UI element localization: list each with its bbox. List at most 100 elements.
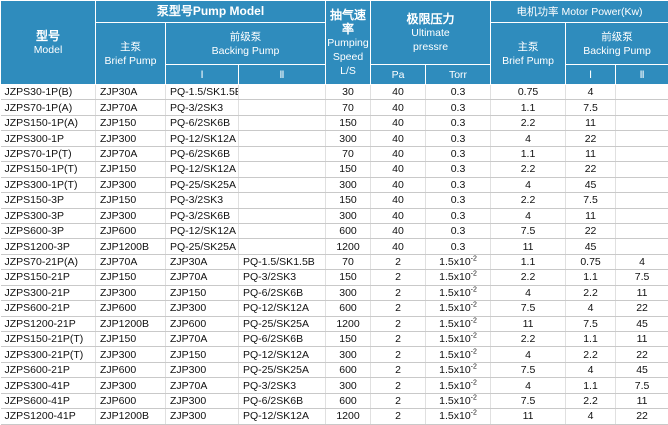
table-cell: 2.2 bbox=[491, 115, 566, 130]
table-cell: JZPS600-21P bbox=[1, 362, 96, 377]
header-text: 型号 bbox=[1, 29, 95, 43]
table-cell bbox=[616, 208, 668, 223]
table-cell: 45 bbox=[616, 362, 668, 377]
cell-text: 1.5x10 bbox=[439, 333, 471, 345]
table-cell: JZPS300-21P(T) bbox=[1, 347, 96, 362]
table-cell: JZPS70-1P(T) bbox=[1, 146, 96, 161]
table-cell: JZPS150-1P(T) bbox=[1, 162, 96, 177]
table-cell: ZJP70A bbox=[166, 270, 239, 285]
table-cell: 2 bbox=[371, 254, 426, 269]
table-cell: 7.5 bbox=[491, 301, 566, 316]
table-cell: 300 bbox=[326, 208, 371, 223]
table-cell: ZJP600 bbox=[96, 301, 166, 316]
table-cell: 4 bbox=[491, 285, 566, 300]
table-cell: 150 bbox=[326, 332, 371, 347]
table-cell: JZPS150-1P(A) bbox=[1, 115, 96, 130]
table-cell: 1.5x10-2 bbox=[426, 270, 491, 285]
table-cell: 7.5 bbox=[566, 100, 616, 115]
table-cell: JZPS1200-3P bbox=[1, 239, 96, 254]
table-cell: 2.2 bbox=[566, 347, 616, 362]
table-cell: ZJP150 bbox=[96, 115, 166, 130]
table-cell bbox=[616, 85, 668, 100]
table-cell bbox=[616, 115, 668, 130]
table-cell: 1.5x10-2 bbox=[426, 378, 491, 393]
table-cell: 300 bbox=[326, 347, 371, 362]
table-cell: 11 bbox=[566, 146, 616, 161]
table-cell: 2.2 bbox=[566, 393, 616, 408]
header-text: 电机功率 Motor Power(Kw) bbox=[517, 6, 643, 18]
table-cell: 0.75 bbox=[566, 254, 616, 269]
table-cell: 11 bbox=[491, 409, 566, 424]
table-cell: ZJP1200B bbox=[96, 239, 166, 254]
table-cell: PQ-1.5/SK1.5B bbox=[239, 254, 326, 269]
table-cell bbox=[616, 239, 668, 254]
table-cell: ZJP300 bbox=[96, 131, 166, 146]
table-cell: 0.75 bbox=[491, 85, 566, 100]
table-cell: 1.1 bbox=[491, 254, 566, 269]
table-cell: 1.1 bbox=[566, 378, 616, 393]
table-cell: PQ-6/2SK6B bbox=[166, 115, 239, 130]
table-cell bbox=[239, 100, 326, 115]
cell-exponent: -2 bbox=[471, 271, 477, 278]
header-cell: Torr bbox=[426, 65, 491, 85]
cell-exponent: -2 bbox=[471, 394, 477, 401]
table-cell: 600 bbox=[326, 223, 371, 238]
table-cell: 11 bbox=[566, 208, 616, 223]
table-cell: ZJP150 bbox=[96, 270, 166, 285]
table-cell: PQ-3/2SK3 bbox=[166, 100, 239, 115]
table-cell: 1.5x10-2 bbox=[426, 332, 491, 347]
table-cell: 0.3 bbox=[426, 85, 491, 100]
table-cell: 2 bbox=[371, 362, 426, 377]
table-cell: 7.5 bbox=[491, 223, 566, 238]
table-cell: 0.3 bbox=[426, 100, 491, 115]
header-cell: 电机功率 Motor Power(Kw) bbox=[491, 1, 668, 23]
table-cell: 1.5x10-2 bbox=[426, 362, 491, 377]
table-cell: ZJP300 bbox=[96, 208, 166, 223]
table-cell: 7.5 bbox=[566, 193, 616, 208]
table-cell: ZJP1200B bbox=[96, 409, 166, 424]
table-cell: PQ-3/2SK3 bbox=[166, 193, 239, 208]
table-cell: 4 bbox=[566, 362, 616, 377]
table-cell: 150 bbox=[326, 270, 371, 285]
table-cell: PQ-3/2SK3 bbox=[239, 378, 326, 393]
table-cell: ZJP600 bbox=[166, 316, 239, 331]
table-cell: 2 bbox=[371, 285, 426, 300]
table-cell: 4 bbox=[491, 378, 566, 393]
header-text: Ultimate bbox=[371, 26, 490, 40]
table-cell bbox=[616, 193, 668, 208]
table-cell: 1200 bbox=[326, 316, 371, 331]
cell-exponent: -2 bbox=[471, 286, 477, 293]
table-cell: 1.5x10-2 bbox=[426, 254, 491, 269]
table-cell: 300 bbox=[326, 285, 371, 300]
table-cell: 0.3 bbox=[426, 131, 491, 146]
table-cell: JZPS1200-41P bbox=[1, 409, 96, 424]
table-cell: ZJP30A bbox=[96, 85, 166, 100]
table-cell: JZPS30-1P(B) bbox=[1, 85, 96, 100]
table-cell: JZPS150-3P bbox=[1, 193, 96, 208]
table-cell: 40 bbox=[371, 208, 426, 223]
table-cell: 2.2 bbox=[491, 332, 566, 347]
table-cell: 11 bbox=[491, 239, 566, 254]
table-cell: JZPS1200-21P bbox=[1, 316, 96, 331]
table-cell: PQ-12/SK12A bbox=[239, 301, 326, 316]
table-cell: ZJP70A bbox=[166, 332, 239, 347]
table-cell: 22 bbox=[566, 131, 616, 146]
table-cell: 2 bbox=[371, 378, 426, 393]
cell-text: 1.5x10 bbox=[439, 380, 471, 392]
table-cell: 2.2 bbox=[491, 270, 566, 285]
table-cell: 300 bbox=[326, 378, 371, 393]
table-cell: 22 bbox=[616, 347, 668, 362]
table-cell: 600 bbox=[326, 362, 371, 377]
